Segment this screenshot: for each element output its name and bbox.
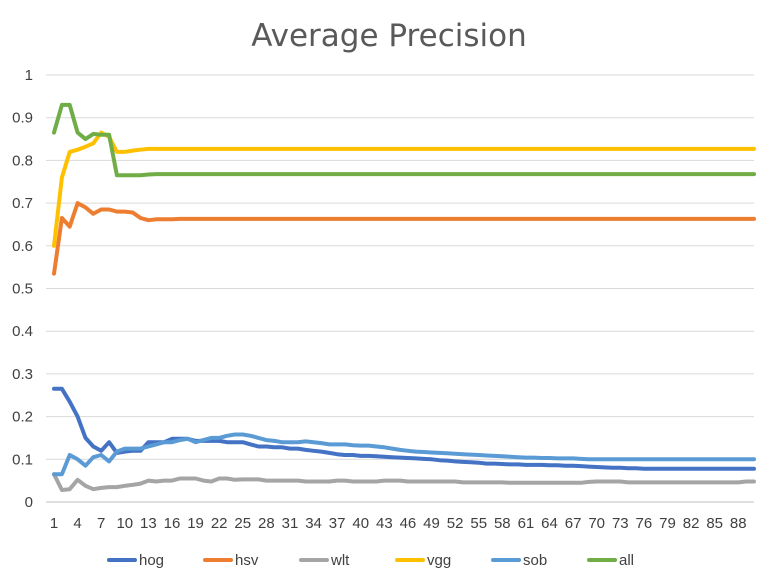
y-tick-label: 0.2 xyxy=(12,409,33,426)
x-tick-label: 19 xyxy=(187,515,204,532)
y-tick-label: 0.4 xyxy=(12,323,33,340)
y-tick-label: 0.6 xyxy=(12,238,33,255)
legend-label: vgg xyxy=(427,552,451,569)
legend-item-wlt: wlt xyxy=(299,552,350,569)
x-tick-label: 58 xyxy=(494,515,511,532)
legend-label: all xyxy=(619,552,634,569)
x-tick-label: 85 xyxy=(706,515,723,532)
y-tick-label: 0.5 xyxy=(12,281,33,298)
legend: hog hsv wlt vgg sob all xyxy=(107,552,634,569)
x-tick-label: 7 xyxy=(97,515,105,532)
series-line-all xyxy=(52,102,756,178)
series-line-hsv xyxy=(52,201,756,276)
x-tick-label: 1 xyxy=(50,515,58,532)
x-tick-label: 52 xyxy=(447,515,464,532)
x-tick-label: 37 xyxy=(329,515,346,532)
x-tick-label: 49 xyxy=(423,515,440,532)
chart-title: Average Precision xyxy=(251,18,526,54)
x-tick-label: 43 xyxy=(376,515,393,532)
x-tick-label: 88 xyxy=(730,515,747,532)
legend-label: wlt xyxy=(330,552,350,569)
legend-label: hsv xyxy=(235,552,259,569)
x-tick-label: 61 xyxy=(518,515,535,532)
series-line-wlt xyxy=(52,472,756,492)
y-tick-label: 0.3 xyxy=(12,366,33,383)
x-tick-label: 76 xyxy=(636,515,653,532)
x-tick-label: 70 xyxy=(588,515,605,532)
x-tick-label: 16 xyxy=(164,515,181,532)
x-tick-label: 10 xyxy=(116,515,133,532)
legend-label: hog xyxy=(139,552,164,569)
legend-item-sob: sob xyxy=(491,552,547,569)
legend-item-vgg: vgg xyxy=(395,552,451,569)
series-line-hog xyxy=(52,386,756,471)
x-tick-label: 55 xyxy=(470,515,487,532)
x-tick-label: 28 xyxy=(258,515,275,532)
x-tick-label: 31 xyxy=(282,515,299,532)
x-tick-label: 40 xyxy=(352,515,369,532)
x-tick-label: 4 xyxy=(73,515,81,532)
series-line-sob xyxy=(52,432,756,477)
x-tick-label: 22 xyxy=(211,515,228,532)
y-tick-label: 1 xyxy=(25,67,33,84)
y-axis-ticks: 0 0.1 0.2 0.3 0.4 0.5 0.6 0.7 0.8 0.9 1 xyxy=(12,67,33,511)
x-tick-label: 25 xyxy=(234,515,251,532)
legend-item-all: all xyxy=(587,552,634,569)
y-tick-label: 0.9 xyxy=(12,110,33,127)
x-tick-label: 13 xyxy=(140,515,157,532)
gridlines xyxy=(46,74,754,503)
x-tick-label: 73 xyxy=(612,515,629,532)
x-tick-label: 64 xyxy=(541,515,558,532)
x-tick-label: 79 xyxy=(659,515,676,532)
legend-item-hsv: hsv xyxy=(203,552,259,569)
legend-label: sob xyxy=(523,552,547,569)
x-tick-label: 46 xyxy=(400,515,417,532)
x-tick-label: 82 xyxy=(683,515,700,532)
y-tick-label: 0.1 xyxy=(12,451,33,468)
x-tick-label: 67 xyxy=(565,515,582,532)
x-axis-ticks: 1 4 7 10 13 16 19 22 25 28 31 34 37 40 43 46 49 52 55 58 61 6… xyxy=(50,515,747,532)
x-tick-label: 34 xyxy=(305,515,322,532)
y-tick-label: 0 xyxy=(25,494,33,511)
y-tick-label: 0.8 xyxy=(12,152,33,169)
series-line-vgg xyxy=(52,130,756,248)
legend-item-hog: hog xyxy=(107,552,164,569)
y-tick-label: 0.7 xyxy=(12,195,33,212)
series-lines xyxy=(52,102,756,492)
